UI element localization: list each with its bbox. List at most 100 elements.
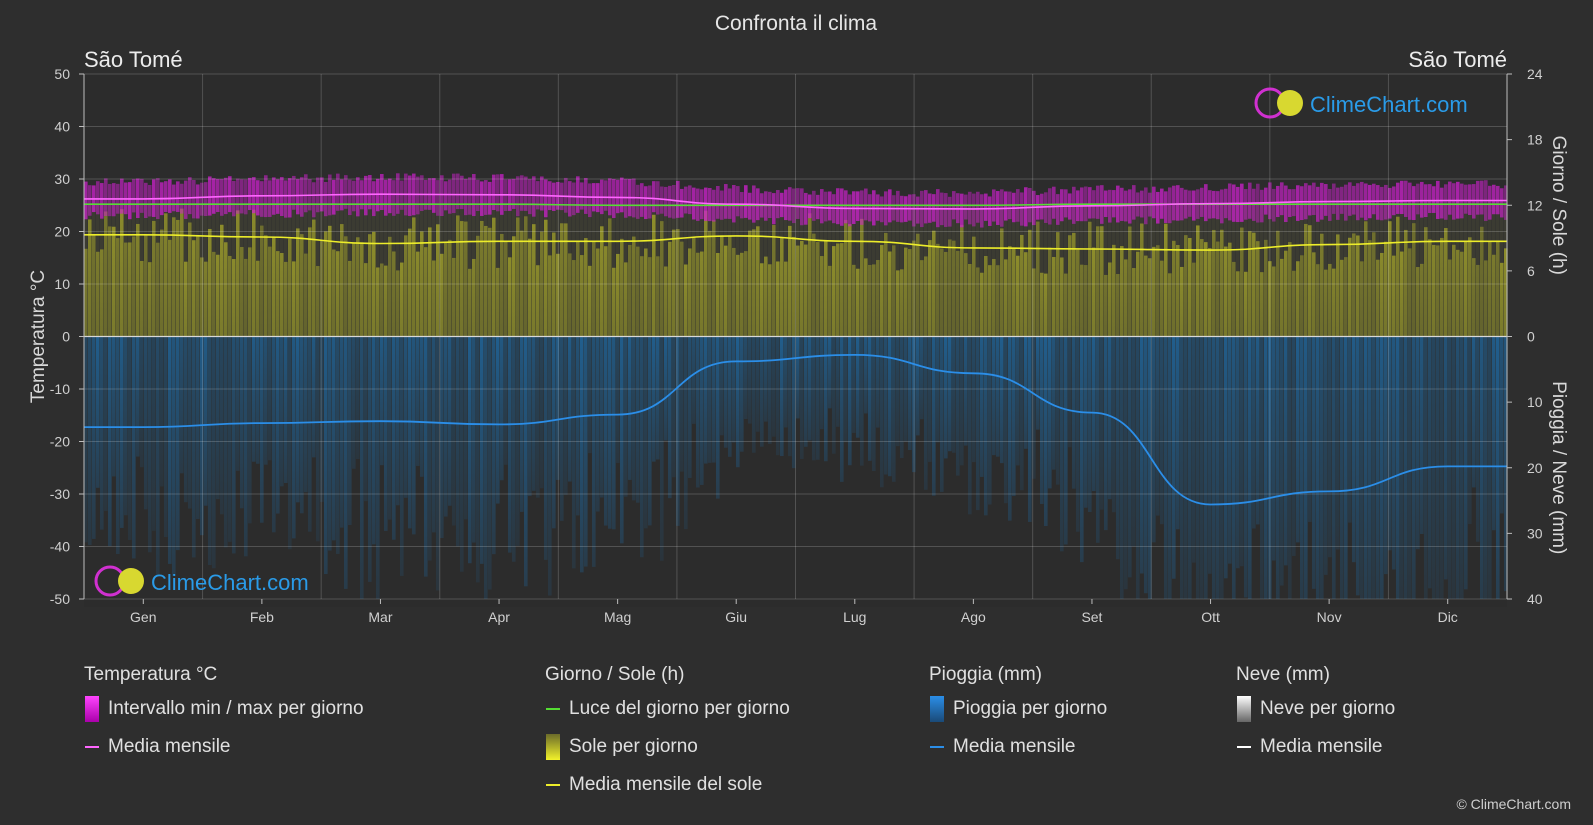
sun-day-bar [1432, 244, 1436, 337]
sun-day-bar [1496, 240, 1500, 337]
temp-range-day-bar [700, 189, 704, 220]
sun-day-bar [1476, 264, 1480, 337]
legend-rain-daily-label: Pioggia per giorno [953, 698, 1108, 719]
sun-day-bar [524, 216, 528, 337]
temp-range-day-bar [1152, 186, 1156, 219]
rain-day-bar [672, 336, 676, 478]
rain-day-bar [924, 336, 928, 490]
rain-day-bar [1176, 336, 1180, 530]
sun-day-bar [1372, 232, 1376, 337]
sun-day-bar [792, 236, 796, 337]
sun-day-bar [1376, 259, 1380, 337]
sun-day-bar [1184, 235, 1188, 337]
brand-text-bottom: ClimeChart.com [151, 570, 309, 595]
sun-day-bar [728, 236, 732, 337]
sun-day-bar [1500, 262, 1504, 337]
sun-day-bar [1152, 246, 1156, 337]
sun-day-bar [1168, 273, 1172, 337]
rain-day-bar [440, 336, 444, 539]
temp-range-day-bar [336, 173, 340, 211]
temp-range-day-bar [1464, 184, 1468, 214]
daylight-day-bar [1064, 204, 1068, 337]
rain-day-bar [680, 336, 684, 472]
sun-day-bar [368, 234, 372, 337]
rain-day-bar [1332, 336, 1336, 599]
sun-day-bar [496, 267, 500, 337]
sun-day-bar [888, 251, 892, 337]
sun-day-bar [340, 224, 344, 337]
sun-day-bar [864, 258, 868, 337]
temp-range-day-bar [1400, 180, 1404, 215]
sun-day-bar [412, 217, 416, 337]
rain-day-bar [908, 336, 912, 451]
temp-range-day-bar [1044, 192, 1048, 223]
month-label: Ott [1201, 609, 1220, 625]
rain-day-bar [156, 336, 160, 576]
sun-day-bar [1484, 260, 1488, 337]
sun-day-bar [1344, 257, 1348, 337]
rain-day-bar [284, 336, 288, 483]
sun-day-bar [360, 242, 364, 337]
rain-day-bar [532, 336, 536, 491]
rain-day-bar [1232, 336, 1236, 599]
temp-range-day-bar [488, 181, 492, 215]
sun-day-bar [1228, 242, 1232, 337]
temp-range-day-bar [636, 184, 640, 219]
temp-range-day-bar [120, 178, 124, 214]
sun-day-bar [112, 226, 116, 337]
rain-day-bar [592, 336, 596, 567]
rain-day-bar [784, 336, 788, 428]
temp-range-day-bar [364, 175, 368, 216]
temp-range-day-bar [772, 193, 776, 225]
sun-day-bar [1296, 261, 1300, 337]
rain-day-bar [1188, 336, 1192, 599]
temp-range-day-bar [1228, 183, 1232, 221]
rain-day-bar [836, 336, 840, 427]
temp-range-day-bar [844, 190, 848, 224]
sun-day-bar [984, 256, 988, 337]
rain-day-bar [432, 336, 436, 533]
sun-day-bar [84, 248, 88, 337]
rain-day-bar [852, 336, 856, 433]
rain-day-bar [1496, 336, 1500, 599]
rain-day-bar [436, 336, 440, 591]
rain-day-bar [700, 336, 704, 485]
temp-range-day-bar [660, 186, 664, 214]
sun-day-bar [1312, 252, 1316, 337]
rain-day-bar [956, 336, 960, 476]
sun-day-bar [920, 260, 924, 337]
temp-range-day-bar [304, 174, 308, 213]
sun-day-bar [1204, 242, 1208, 337]
temp-range-day-bar [880, 196, 884, 223]
rain-day-bar [1480, 336, 1484, 599]
rain-day-bar [188, 336, 192, 509]
sun-day-bar [232, 259, 236, 337]
legend-temperature-title: Temperatura °C [84, 664, 218, 685]
temp-range-day-bar [896, 190, 900, 222]
rain-day-bar [900, 336, 904, 459]
rain-day-bar [808, 336, 812, 441]
rain-day-bar [1204, 336, 1208, 599]
rain-day-bar [280, 336, 284, 487]
sun-day-bar [912, 240, 916, 337]
temp-range-day-bar [208, 176, 212, 216]
rain-day-bar [756, 336, 760, 432]
rain-day-bar [444, 336, 448, 517]
rain-day-bar [1428, 336, 1432, 589]
right-top-tick-label: 24 [1527, 66, 1543, 82]
sun-day-bar [92, 235, 96, 337]
rain-day-bar [912, 336, 916, 473]
month-label: Lug [843, 609, 866, 625]
temp-range-day-bar [1264, 187, 1268, 215]
temp-range-day-bar [948, 196, 952, 227]
sun-day-bar [1348, 237, 1352, 337]
temp-range-day-bar [528, 179, 532, 215]
temp-range-day-bar [988, 196, 992, 226]
temp-range-day-bar [912, 194, 916, 227]
temp-range-day-bar [624, 178, 628, 218]
right-bottom-tick-label: 30 [1527, 525, 1543, 541]
rain-day-bar [668, 336, 672, 499]
grid [83, 73, 1508, 600]
rain-day-bar [492, 336, 496, 555]
